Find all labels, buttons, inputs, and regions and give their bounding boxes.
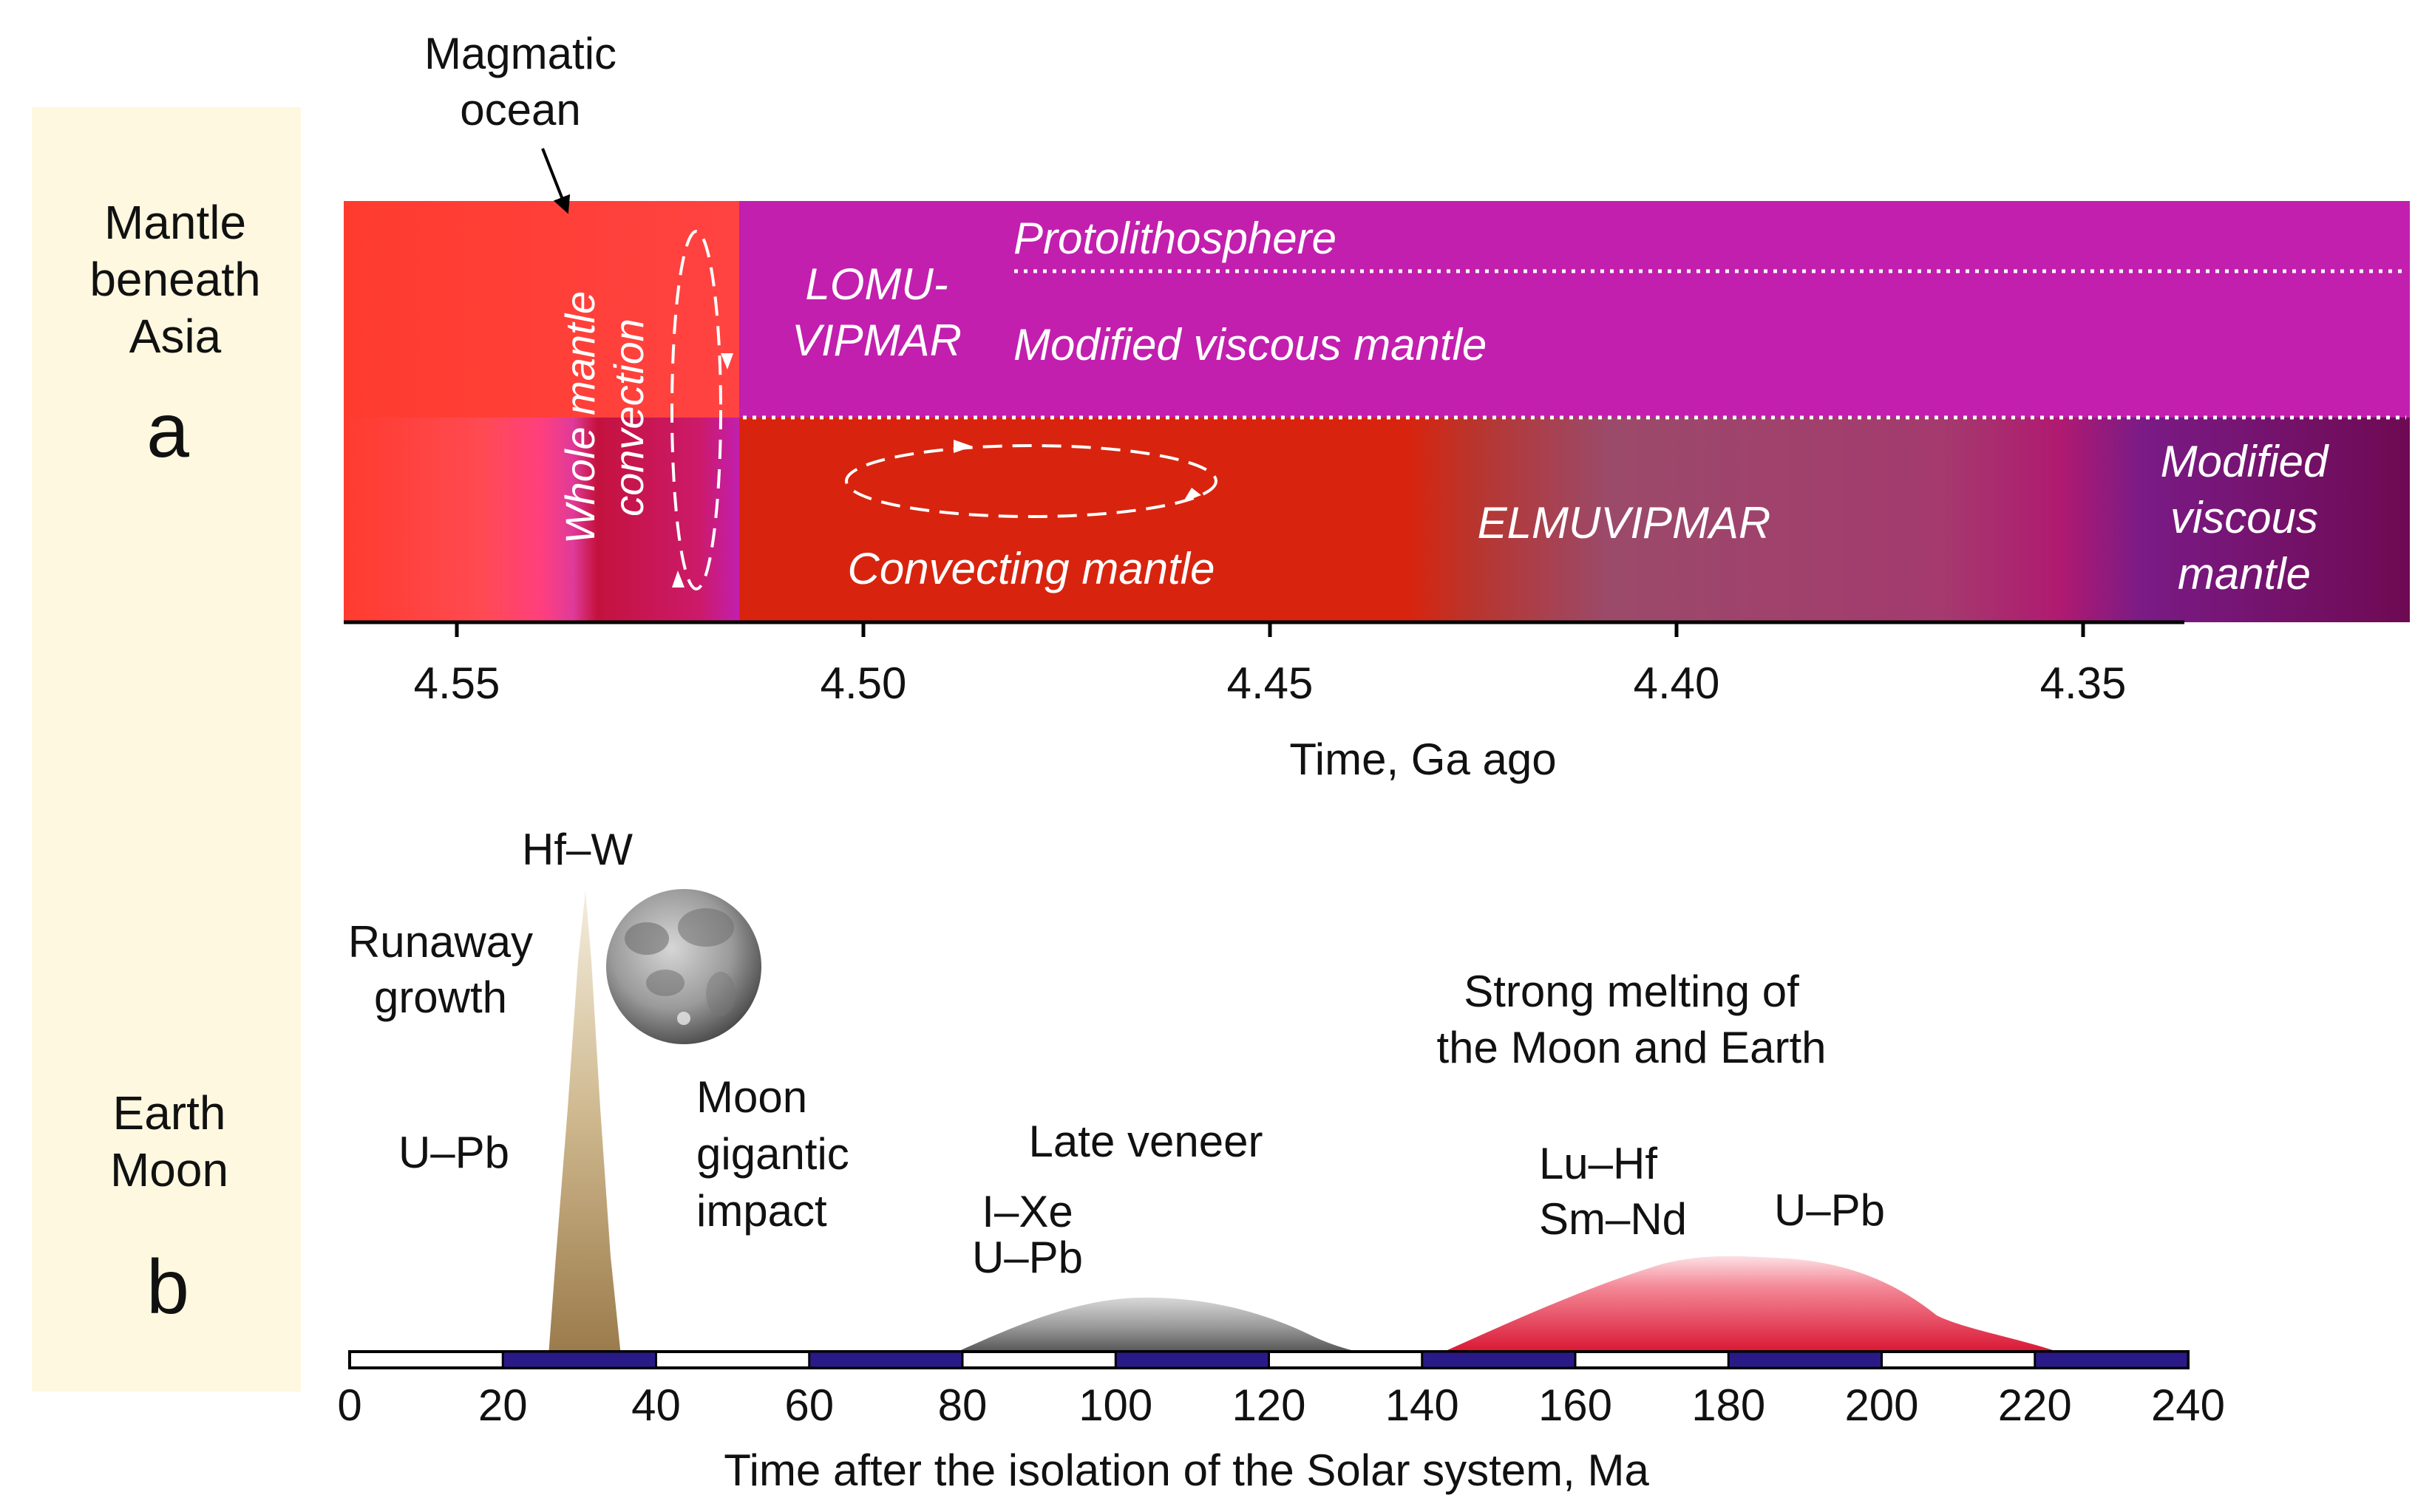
moon-image <box>606 889 761 1044</box>
axis-b-tick-label: 40 <box>631 1380 681 1430</box>
scale-bar-segment <box>808 1350 964 1369</box>
whole-mantle-loop <box>670 230 722 590</box>
conv-arrow-right <box>954 440 973 453</box>
early-mantle-lower <box>344 418 739 622</box>
convecting-mantle-label: Convecting mantle <box>848 544 1215 593</box>
axis-a-tick-label: 4.55 <box>414 658 500 708</box>
svg-text:beneath: beneath <box>89 253 260 306</box>
mantle-band <box>344 201 2410 622</box>
lu-hf-label: Lu–Hf <box>1539 1139 1657 1188</box>
moon-impact-label: Moon gigantic impact <box>696 1072 849 1236</box>
scale-bar-segment <box>1114 1350 1270 1369</box>
svg-text:impact: impact <box>696 1186 827 1236</box>
axis-a-tick-label: 4.40 <box>1634 658 1720 708</box>
axis-a-tick-label: 4.50 <box>821 658 907 708</box>
side-panel <box>32 107 301 1392</box>
svg-text:convection: convection <box>605 319 652 517</box>
axis-b-tick-label: 180 <box>1691 1380 1765 1430</box>
svg-text:Magmatic: Magmatic <box>424 29 617 78</box>
strong-melting-label: Strong melting of the Moon and Earth <box>1436 967 1826 1072</box>
svg-text:Runaway: Runaway <box>348 917 533 967</box>
axis-a-ticks: 4.55 4.50 4.45 4.40 4.35 <box>414 622 2127 708</box>
sm-nd-label: Sm–Nd <box>1539 1194 1687 1244</box>
svg-text:Earth: Earth <box>113 1086 226 1140</box>
late-veneer-hump <box>948 1297 1390 1356</box>
upb-left-label: U–Pb <box>398 1128 509 1177</box>
modified-viscous-right-label: Modified viscous mantle <box>2161 437 2329 599</box>
axis-b-tick-label: 200 <box>1844 1380 1918 1430</box>
axis-b-tick-label: 140 <box>1385 1380 1459 1430</box>
upb-mid-label: U–Pb <box>972 1233 1083 1282</box>
axis-a-title: Time, Ga ago <box>1289 735 1556 784</box>
side-label-earth-moon: Earth Moon <box>110 1086 228 1196</box>
protolithosphere-label: Protolithosphere <box>1013 214 1336 263</box>
loop-arrow-down <box>721 353 733 370</box>
whole-mantle-label: Whole mantle convection <box>557 291 652 544</box>
conv-arrow-left <box>1183 488 1201 503</box>
ixe-label: I–Xe <box>982 1187 1073 1236</box>
axis-a-tick-label: 4.35 <box>2040 658 2127 708</box>
magmatic-ocean-arrow <box>541 148 571 214</box>
axis-a-tick-label: 4.45 <box>1227 658 1314 708</box>
hf-w-peak <box>548 890 621 1356</box>
axis-b-tick-label: 240 <box>2151 1380 2225 1430</box>
svg-text:mantle: mantle <box>2178 549 2311 599</box>
axis-a: 4.55 4.50 4.45 4.40 4.35 Time, Ga ago <box>344 620 2184 784</box>
scale-bar-segment <box>501 1350 657 1369</box>
svg-text:Moon: Moon <box>696 1072 807 1122</box>
convecting-loop <box>845 444 1217 518</box>
axis-b-tick-label: 0 <box>337 1380 361 1430</box>
scale-bar-segment <box>2034 1350 2190 1369</box>
svg-text:the Moon and Earth: the Moon and Earth <box>1436 1023 1826 1072</box>
svg-text:Whole mantle: Whole mantle <box>557 291 603 544</box>
loop-arrow-up <box>672 571 685 588</box>
scale-bar-segment <box>1727 1350 1883 1369</box>
panel-letter-a: a <box>146 388 189 474</box>
axis-b-tick-label: 60 <box>784 1380 834 1430</box>
late-veneer-label: Late veneer <box>1029 1117 1263 1166</box>
svg-text:Asia: Asia <box>129 310 222 363</box>
axis-b-tick-label: 120 <box>1232 1380 1305 1430</box>
axis-b-scale-bar <box>348 1350 2190 1369</box>
runaway-growth-label: Runaway growth <box>348 917 533 1022</box>
svg-text:ocean: ocean <box>460 85 580 134</box>
axis-b-tick-label: 20 <box>478 1380 528 1430</box>
axis-b-tick-label: 100 <box>1079 1380 1152 1430</box>
svg-text:Strong melting of: Strong melting of <box>1464 967 1799 1016</box>
svg-text:growth: growth <box>374 973 507 1022</box>
modified-viscous-zone <box>739 201 2410 418</box>
scale-bar-segment <box>1421 1350 1577 1369</box>
svg-text:Mantle: Mantle <box>104 196 246 249</box>
upb-right-label: U–Pb <box>1774 1185 1885 1235</box>
elmuvipmar-label: ELMUVIPMAR <box>1478 498 1771 548</box>
svg-text:LOMU-: LOMU- <box>805 259 948 309</box>
axis-b-tick-label: 160 <box>1538 1380 1612 1430</box>
axis-b-tick-label: 80 <box>938 1380 988 1430</box>
svg-text:gigantic: gigantic <box>696 1129 849 1179</box>
hf-w-label: Hf–W <box>522 825 633 874</box>
side-label-mantle: Mantle beneath Asia <box>89 196 260 363</box>
axis-b-title: Time after the isolation of the Solar sy… <box>724 1445 1649 1495</box>
svg-text:viscous: viscous <box>2170 493 2318 542</box>
strong-melting-hump <box>1434 1256 2070 1356</box>
svg-text:Modified: Modified <box>2161 437 2329 486</box>
svg-text:VIPMAR: VIPMAR <box>792 316 962 365</box>
lomu-vipmar-label: LOMU- VIPMAR <box>792 259 962 365</box>
magmatic-ocean-label: Magmatic ocean <box>424 29 617 134</box>
modified-viscous-label: Modified viscous mantle <box>1013 320 1487 370</box>
axis-b-tick-label: 220 <box>1998 1380 2072 1430</box>
panel-letter-b: b <box>146 1244 189 1330</box>
axis-b-ticks: 0 20 40 60 80 100 120 140 160 180 200 220 240 <box>337 1380 2225 1430</box>
convecting-elmuvipmar-zone <box>739 418 2410 622</box>
svg-text:Moon: Moon <box>110 1143 228 1196</box>
